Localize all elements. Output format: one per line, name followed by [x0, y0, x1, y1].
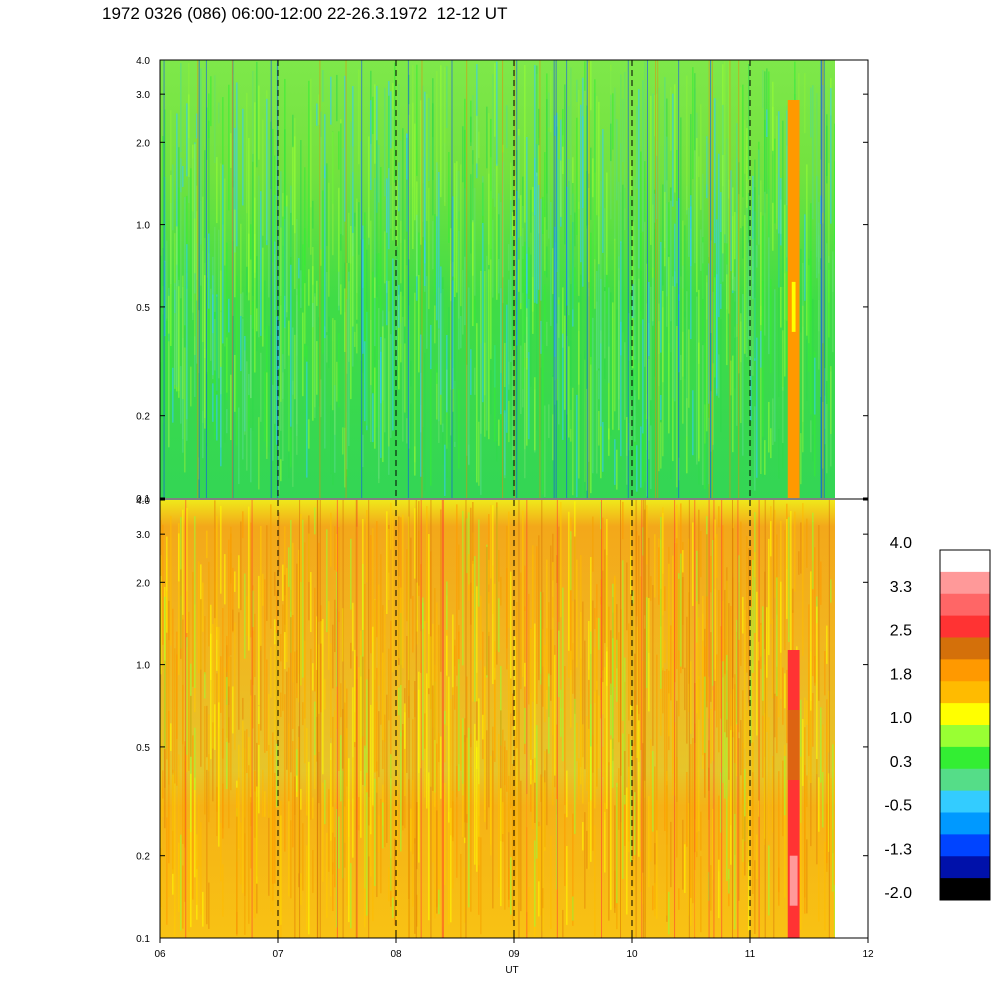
x-axis-label: UT	[505, 965, 518, 976]
upper-panel	[160, 60, 869, 498]
colorbar-swatch	[940, 681, 990, 704]
colorbar-label: -2.0	[884, 885, 912, 902]
chart-title: 1972 0326 (086) 06:00-12:00 22-26.3.1972…	[102, 4, 508, 23]
colorbar-swatch	[940, 615, 990, 638]
xtick-label: 09	[508, 949, 520, 960]
lower-ytick-label: 1.0	[136, 661, 150, 672]
lower-event-core	[789, 855, 798, 906]
colorbar-label: 4.0	[890, 535, 912, 552]
colorbar-label: 0.3	[890, 754, 912, 771]
xtick-label: 06	[154, 949, 166, 960]
xtick-label: 08	[390, 949, 402, 960]
colorbar-label: 2.5	[890, 623, 912, 640]
colorbar-frame	[939, 549, 991, 901]
colorbar-swatch	[940, 659, 990, 682]
lower-panel	[160, 500, 869, 938]
lower-ytick-label: 0.2	[136, 852, 150, 863]
colorbar-label: -1.3	[884, 841, 912, 858]
colorbar-label: 3.3	[890, 579, 912, 596]
colorbar-swatch	[940, 593, 990, 617]
lower-event-band	[787, 650, 800, 938]
colorbar-swatch	[940, 790, 990, 813]
lower-ytick-label: 2.0	[136, 578, 150, 589]
colorbar-swatch	[940, 834, 990, 857]
lower-ytick-label: 3.0	[136, 530, 150, 541]
upper-ytick-label: 4.0	[136, 56, 150, 67]
xtick-label: 10	[626, 949, 638, 960]
lower-event-top	[787, 710, 800, 780]
colorbar-swatch	[940, 768, 990, 792]
xtick-label: 11	[745, 949, 756, 960]
colorbar-swatch	[940, 550, 990, 573]
colorbar-swatch	[940, 746, 990, 770]
upper-ytick-label: 0.2	[136, 412, 150, 423]
upper-ytick-label: 3.0	[136, 90, 150, 101]
colorbar-swatch	[940, 703, 990, 726]
xtick-label: 07	[272, 949, 284, 960]
lower-ytick-label: 0.5	[136, 743, 150, 754]
upper-no-data-area	[839, 60, 869, 498]
colorbar-swatch	[940, 856, 990, 879]
colorbar-label: 1.8	[890, 666, 912, 683]
xtick-label: 12	[862, 949, 874, 960]
upper-ytick-label: 1.0	[136, 221, 150, 232]
colorbar-swatch	[940, 725, 990, 748]
colorbar-label: -0.5	[884, 798, 912, 815]
upper-ytick-label: 0.5	[136, 303, 150, 314]
colorbar-swatch	[940, 571, 990, 595]
colorbar-swatch	[940, 812, 990, 835]
lower-ytick-label: 0.1	[136, 934, 150, 945]
lower-ytick-label: 4.0	[136, 496, 150, 507]
colorbar-swatch	[940, 878, 990, 901]
upper-ytick-label: 2.0	[136, 138, 150, 149]
upper-ytick-label: 0.1	[136, 494, 150, 505]
upper-event-core	[791, 281, 796, 332]
lower-no-data-area	[839, 500, 869, 938]
colorbar-swatch	[940, 637, 990, 660]
colorbar-label: 1.0	[890, 710, 912, 727]
